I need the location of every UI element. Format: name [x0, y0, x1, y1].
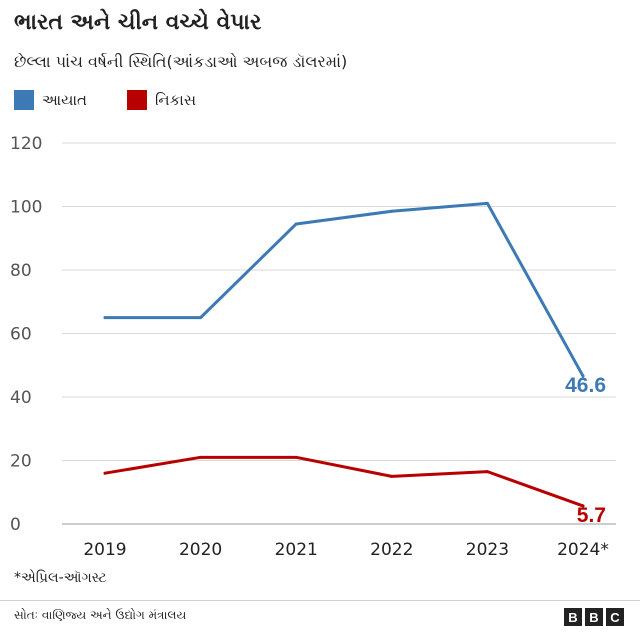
imports-data-point [390, 209, 394, 213]
x-tick-label: 2021 [275, 540, 318, 560]
y-tick-label: 40 [10, 388, 32, 408]
legend-item-exports: નિકાસ [127, 90, 196, 110]
legend-swatch-exports [127, 90, 147, 110]
imports-series-line [103, 201, 585, 378]
x-tick-label: 2024* [557, 540, 609, 560]
imports-data-point [294, 222, 298, 226]
imports-data-point [581, 374, 585, 378]
x-tick-label: 2020 [179, 540, 222, 560]
logo-letter: B [564, 608, 582, 626]
chart-subtitle: છેલ્લા પાંચ વર્ષની સ્થિતિ(આંકડાઓ અબજ ડૉલ… [14, 52, 348, 71]
imports-data-point [199, 316, 203, 320]
line-chart: 0 20 40 60 80 100 120 2019 2020 2021 2022 2023 2024*… [10, 134, 616, 560]
exports-data-point [199, 455, 203, 459]
exports-data-point [294, 455, 298, 459]
bbc-logo: B B C [561, 608, 624, 626]
imports-data-point [485, 201, 489, 205]
legend-swatch-imports [14, 90, 34, 110]
x-tick-label: 2023 [466, 540, 509, 560]
footer-divider [0, 600, 640, 601]
y-tick-label: 100 [10, 198, 42, 218]
legend-label-imports: આયાત [42, 91, 87, 109]
chart-title: ભારત અને ચીન વચ્ચે વેપાર [14, 10, 262, 35]
exports-data-point [581, 504, 585, 508]
y-tick-label: 0 [10, 515, 21, 535]
x-tick-label: 2019 [83, 540, 126, 560]
legend-item-imports: આયાત [14, 90, 87, 110]
legend: આયાત નિકાસ [14, 90, 236, 110]
y-tick-label: 20 [10, 452, 32, 472]
exports-series-line [103, 455, 585, 508]
logo-letter: B [585, 608, 603, 626]
exports-data-point [485, 470, 489, 474]
y-tick-label: 80 [10, 261, 32, 281]
x-tick-label: 2022 [370, 540, 413, 560]
logo-letter: C [606, 608, 624, 626]
footnote: *એપ્રિલ-ઑગસ્ટ [14, 570, 107, 586]
exports-data-point [103, 471, 107, 475]
y-tick-label: 120 [10, 134, 42, 154]
y-tick-label: 60 [10, 325, 32, 345]
source-text: સોતઃ વાણિજ્ય અને ઉદ્યોગ મંત્રાલય [14, 608, 187, 622]
exports-end-label: 5.7 [577, 504, 606, 527]
exports-data-point [390, 474, 394, 478]
legend-label-exports: નિકાસ [155, 91, 196, 109]
imports-end-label: 46.6 [565, 374, 606, 397]
imports-data-point [103, 316, 107, 320]
